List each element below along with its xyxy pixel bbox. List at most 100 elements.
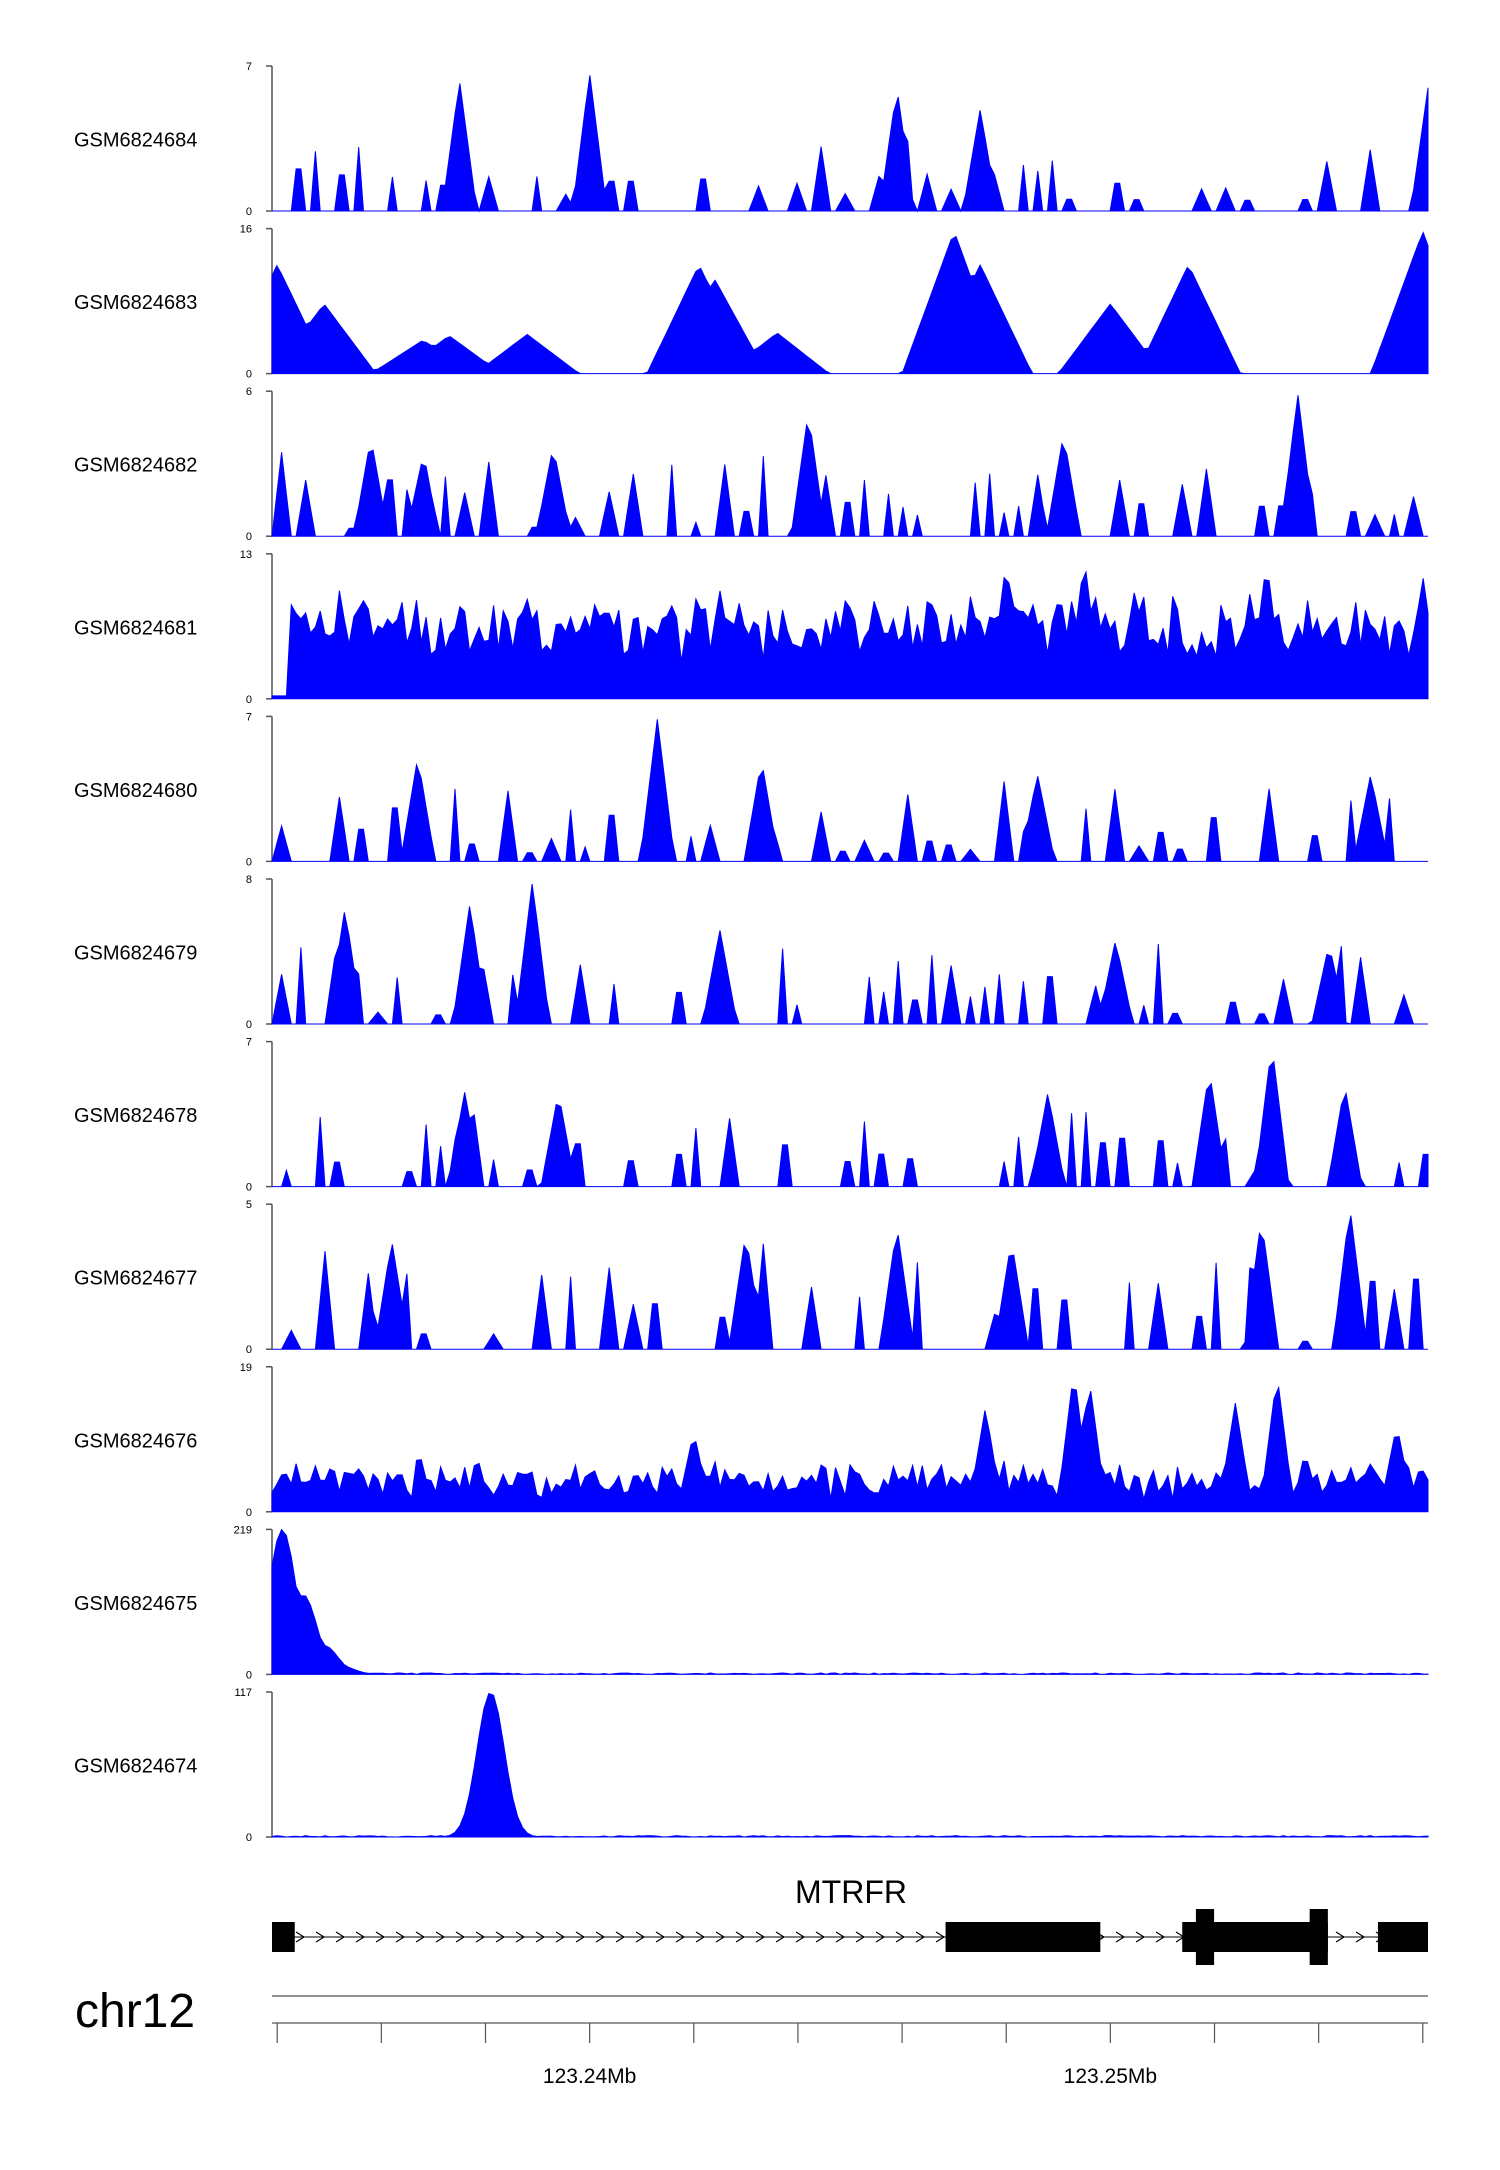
strand-arrow: [455, 1931, 466, 1943]
strand-arrow: [695, 1931, 706, 1943]
strand-arrow: [815, 1931, 826, 1943]
coverage-area: [272, 1060, 1429, 1188]
strand-arrow: [895, 1931, 906, 1943]
track-y-min-label: 0: [246, 1507, 252, 1519]
axis-tick-label: 123.25Mb: [1064, 2065, 1157, 2088]
strand-arrow: [395, 1931, 406, 1943]
track-GSM6824684: GSM6824684 7 0: [74, 61, 1429, 218]
track-GSM6824681: GSM6824681 13 0: [74, 549, 1429, 706]
chromosome-label: chr12: [75, 1985, 195, 2038]
track-GSM6824683: GSM6824683 16 0: [74, 224, 1429, 381]
track-y-max-label: 16: [240, 224, 252, 236]
axis-tick-label: 123.24Mb: [543, 2065, 636, 2088]
strand-arrow: [855, 1931, 866, 1943]
track-GSM6824675: GSM6824675 219 0: [74, 1524, 1429, 1681]
track-sample-label: GSM6824681: [74, 617, 197, 639]
track-GSM6824682: GSM6824682 6 0: [74, 386, 1428, 543]
strand-arrow: [1335, 1931, 1346, 1943]
track-y-min-label: 0: [246, 694, 252, 706]
coverage-area: [271, 1385, 1429, 1513]
track-y-min-label: 0: [246, 1832, 252, 1844]
track-sample-label: GSM6824675: [74, 1593, 197, 1615]
coverage-area: [271, 719, 1428, 862]
track-y-min-label: 0: [246, 1019, 252, 1031]
track-y-min-label: 0: [246, 206, 252, 218]
coverage-area: [272, 1215, 1428, 1350]
coverage-area: [271, 395, 1428, 537]
gene-exon: [272, 1922, 295, 1952]
track-y-min-label: 0: [246, 369, 252, 381]
coverage-area: [271, 1692, 1429, 1838]
strand-arrow: [615, 1931, 626, 1943]
strand-arrow: [795, 1931, 806, 1943]
track-sample-label: GSM6824684: [74, 130, 197, 152]
coverage-area: [271, 569, 1429, 700]
strand-arrow: [1355, 1931, 1366, 1943]
track-y-max-label: 8: [246, 874, 252, 886]
track-GSM6824674: GSM6824674 117 0: [74, 1687, 1429, 1844]
strand-arrow: [1155, 1931, 1166, 1943]
strand-arrow: [935, 1931, 946, 1943]
strand-arrow: [375, 1931, 386, 1943]
track-sample-label: GSM6824680: [74, 780, 197, 802]
strand-arrow: [655, 1931, 666, 1943]
track-GSM6824676: GSM6824676 19 0: [74, 1362, 1429, 1519]
strand-arrow: [315, 1931, 326, 1943]
strand-arrow: [775, 1931, 786, 1943]
gene-track: MTRFR: [272, 1874, 1428, 1965]
strand-arrow: [1115, 1931, 1126, 1943]
track-y-max-label: 6: [246, 386, 252, 398]
track-y-min-label: 0: [246, 531, 252, 543]
track-sample-label: GSM6824683: [74, 292, 197, 314]
coverage-area: [271, 1528, 1429, 1675]
track-sample-label: GSM6824676: [74, 1430, 197, 1452]
track-sample-label: GSM6824674: [74, 1756, 197, 1778]
strand-arrow: [475, 1931, 486, 1943]
gene-exon: [1195, 1909, 1215, 1965]
strand-arrow: [715, 1931, 726, 1943]
track-y-max-label: 117: [234, 1687, 252, 1699]
strand-arrow: [535, 1931, 546, 1943]
gene-exon: [1377, 1922, 1428, 1952]
coverage-area: [272, 75, 1429, 213]
track-sample-label: GSM6824677: [74, 1268, 197, 1290]
gene-exon: [945, 1922, 1101, 1952]
track-sample-label: GSM6824678: [74, 1105, 197, 1127]
coverage-area: [271, 231, 1429, 375]
strand-arrow: [595, 1931, 606, 1943]
track-y-min-label: 0: [246, 1182, 252, 1194]
track-y-max-label: 7: [246, 1037, 252, 1049]
track-y-min-label: 0: [246, 856, 252, 868]
strand-arrow: [295, 1931, 306, 1943]
track-y-max-label: 5: [246, 1199, 252, 1211]
coverage-tracks: GSM682468470GSM6824683160GSM682468260GSM…: [74, 61, 1429, 1844]
strand-arrow: [515, 1931, 526, 1943]
strand-arrow: [415, 1931, 426, 1943]
gene-name-label: MTRFR: [795, 1874, 907, 1910]
track-GSM6824678: GSM6824678 7 0: [74, 1037, 1429, 1194]
coverage-area: [271, 883, 1428, 1025]
track-y-max-label: 219: [234, 1524, 252, 1536]
track-y-max-label: 19: [240, 1362, 252, 1374]
gene-exon: [1309, 1909, 1328, 1965]
strand-arrow: [755, 1931, 766, 1943]
strand-arrow: [1135, 1931, 1146, 1943]
track-y-max-label: 13: [240, 549, 252, 561]
genome-axis: chr12 123.24Mb 123.25Mb: [75, 1985, 1428, 2088]
strand-arrow: [735, 1931, 746, 1943]
track-GSM6824680: GSM6824680 7 0: [74, 711, 1428, 868]
strand-arrow: [915, 1931, 926, 1943]
strand-arrow: [675, 1931, 686, 1943]
strand-arrow: [835, 1931, 846, 1943]
strand-arrow: [355, 1931, 366, 1943]
strand-arrow: [635, 1931, 646, 1943]
track-GSM6824679: GSM6824679 8 0: [74, 874, 1428, 1031]
track-GSM6824677: GSM6824677 5 0: [74, 1199, 1428, 1356]
track-y-min-label: 0: [246, 1344, 252, 1356]
strand-arrow: [575, 1931, 586, 1943]
track-sample-label: GSM6824682: [74, 455, 197, 477]
track-sample-label: GSM6824679: [74, 943, 197, 965]
strand-arrow: [875, 1931, 886, 1943]
track-y-max-label: 7: [246, 61, 252, 73]
